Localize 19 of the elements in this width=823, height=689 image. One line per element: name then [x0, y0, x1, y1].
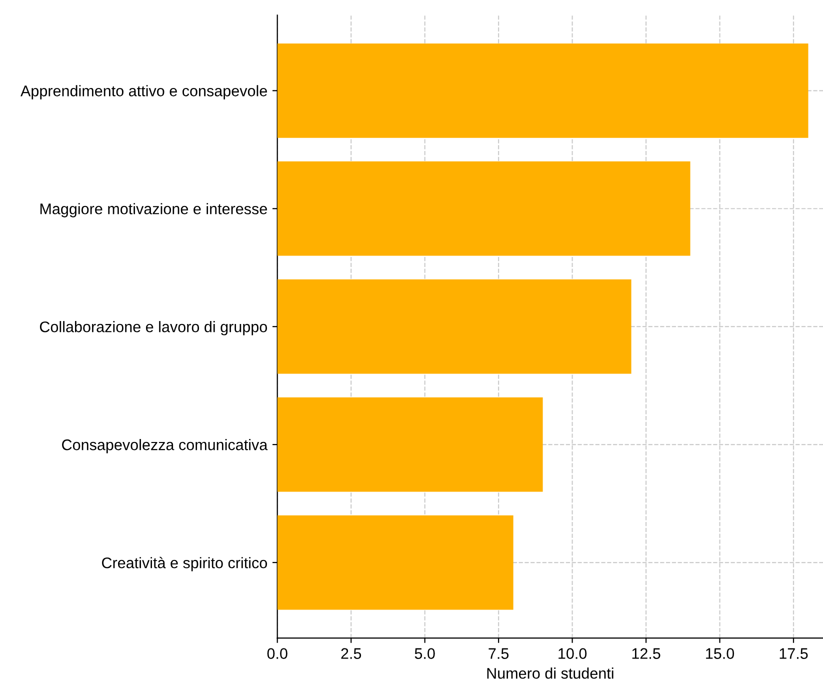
- x-tick-label: 15.0: [706, 648, 734, 659]
- x-tick-label: 0.0: [267, 648, 288, 659]
- x-tick-label: 12.5: [632, 648, 660, 659]
- bar: [277, 43, 808, 138]
- x-tick-label: 2.5: [341, 648, 362, 659]
- bar: [277, 161, 690, 256]
- y-tick-label: Consapevolezza comunicativa: [62, 439, 268, 454]
- y-tick-label: Collaborazione e lavoro di gruppo: [40, 321, 268, 336]
- x-tick-label: 5.0: [414, 648, 435, 659]
- y-tick-label: Maggiore motivazione e interesse: [40, 203, 267, 218]
- x-tick-label: 10.0: [558, 648, 587, 659]
- bar: [277, 279, 632, 374]
- bar: [277, 515, 514, 610]
- x-tick-label: 17.5: [780, 648, 808, 659]
- x-axis-title: Numero di studenti: [487, 668, 614, 679]
- x-tick-label: 7.5: [488, 648, 509, 659]
- y-tick-label: Creatività e spirito critico: [102, 556, 267, 572]
- bar: [277, 397, 543, 492]
- y-tick-label: Apprendimento attivo e consapevole: [20, 85, 267, 100]
